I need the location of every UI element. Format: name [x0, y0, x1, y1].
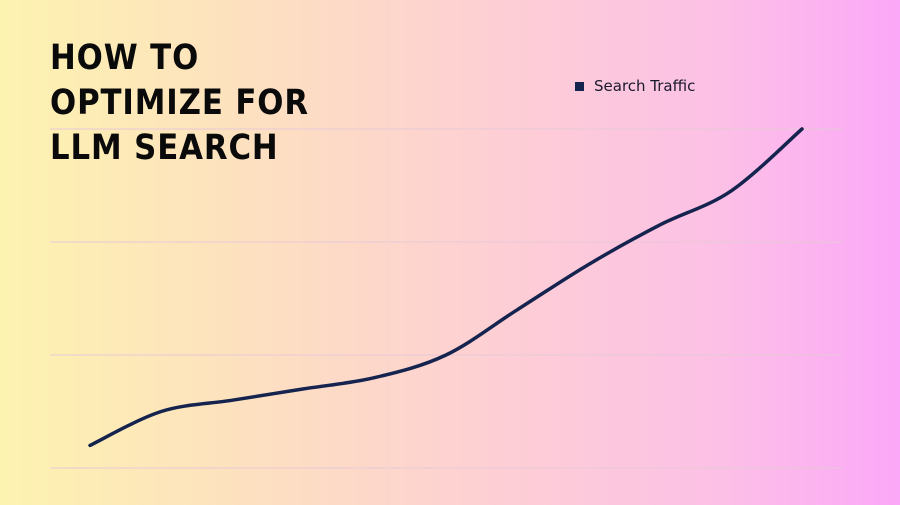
series-line-search-traffic [88, 127, 804, 448]
page-title: HOW TO OPTIMIZE FOR LLM SEARCH [50, 36, 309, 171]
title-line: HOW TO [50, 38, 200, 78]
legend-swatch-search-traffic [575, 81, 584, 91]
title-line: OPTIMIZE FOR [50, 83, 309, 123]
series-group [88, 127, 804, 448]
title-line: LLM SEARCH [50, 128, 279, 168]
chart-legend: Search Traffic [575, 77, 695, 95]
gridlines [50, 128, 842, 469]
legend-label-search-traffic: Search Traffic [594, 77, 696, 95]
